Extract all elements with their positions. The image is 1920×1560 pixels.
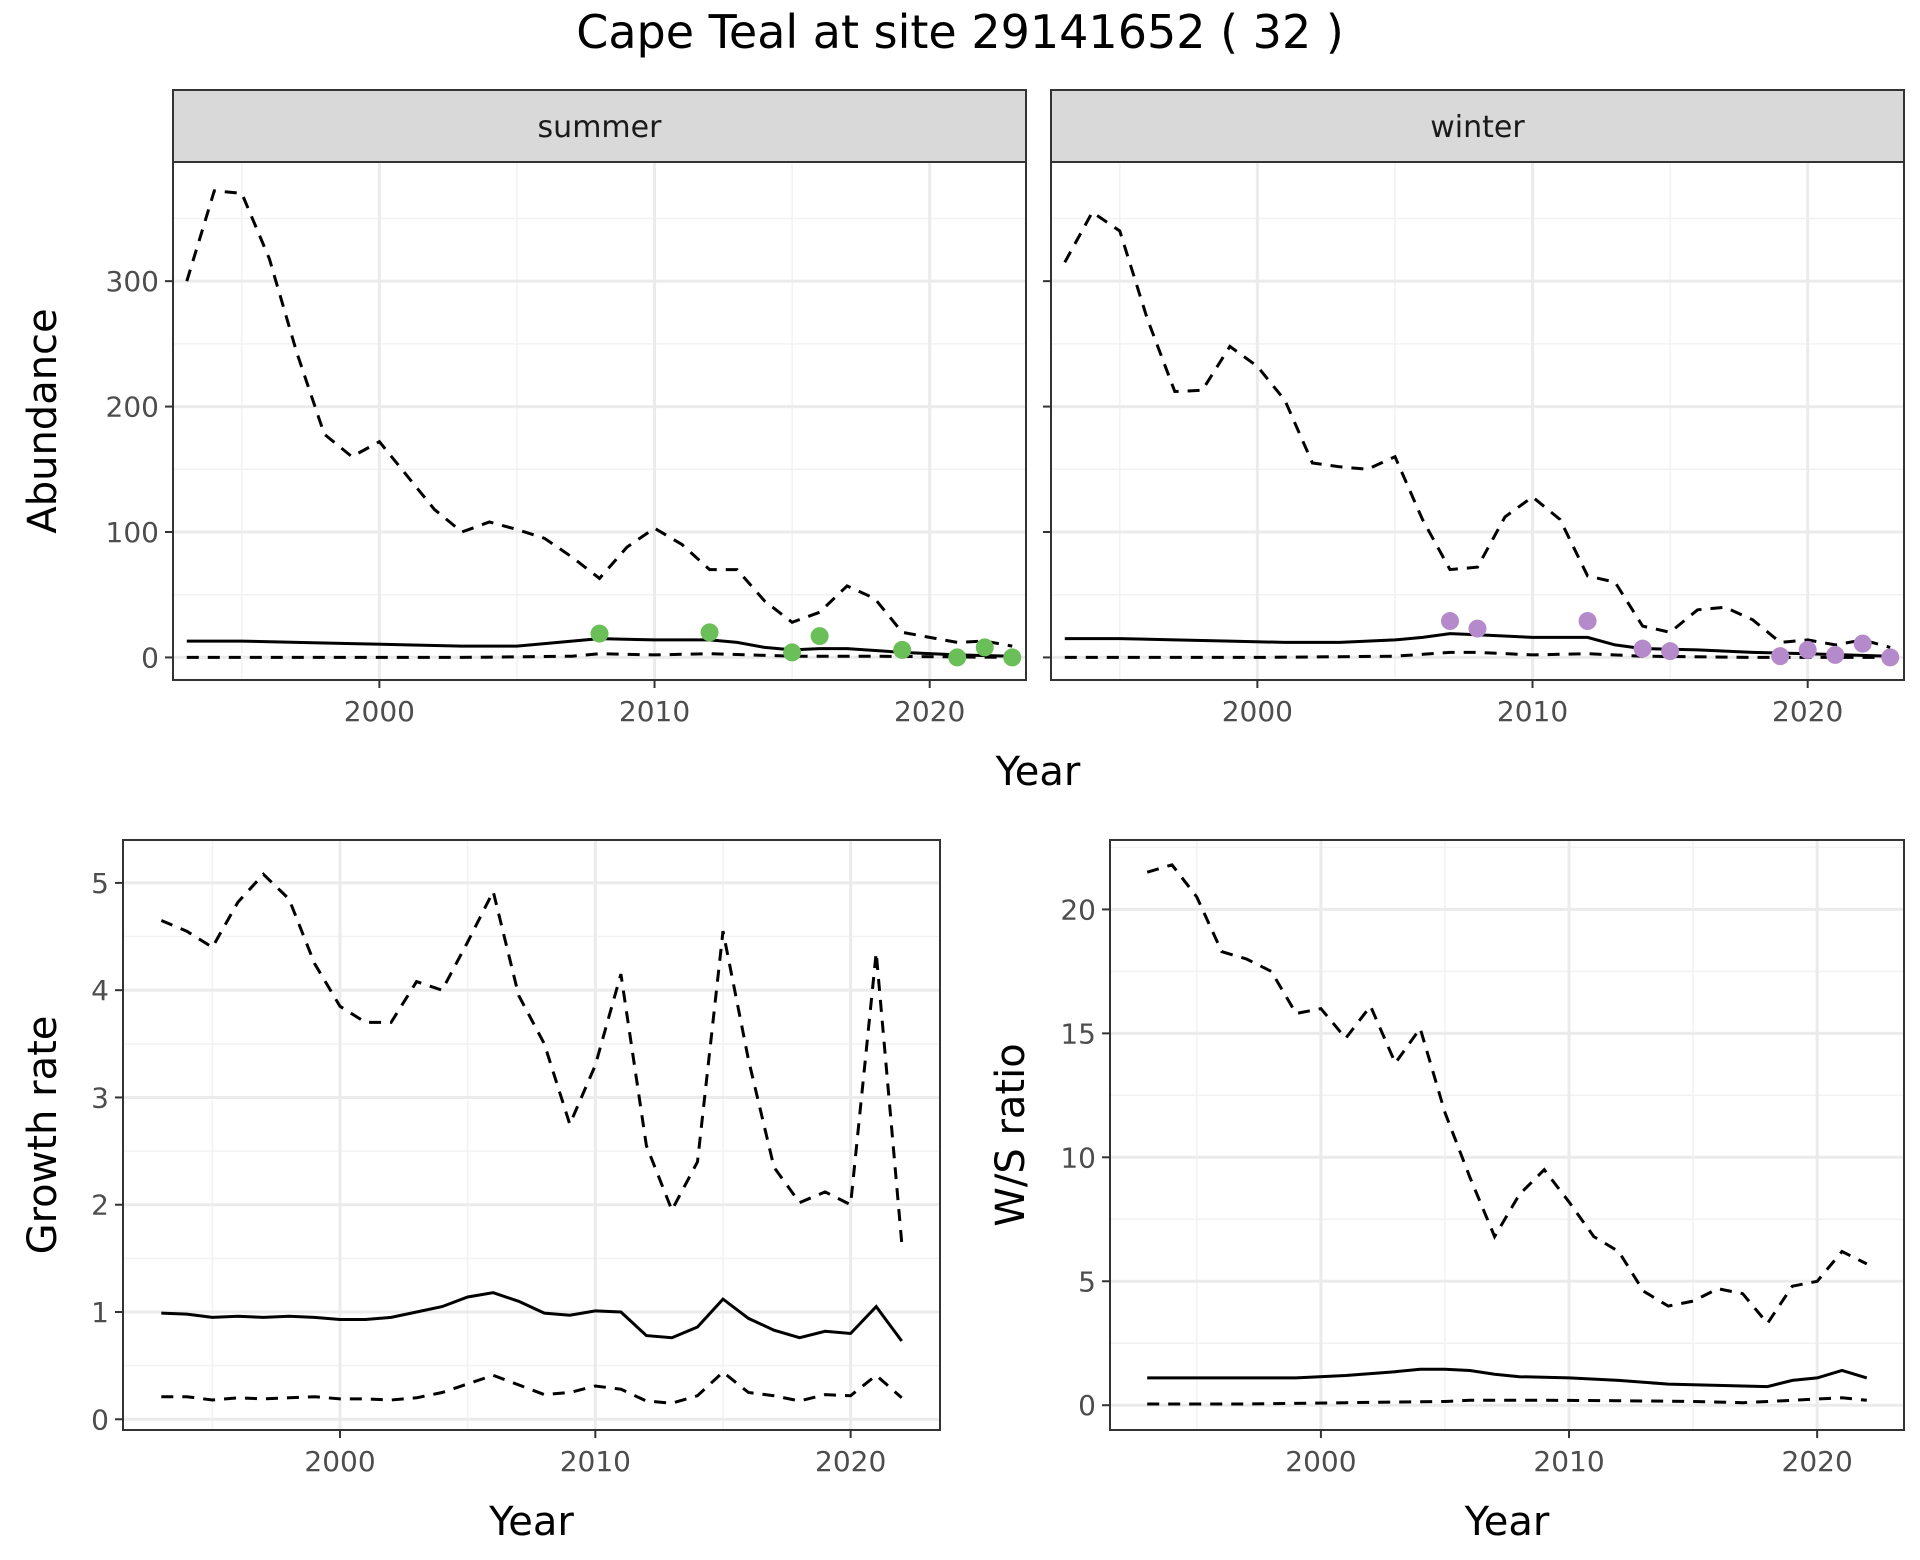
plot-background (123, 840, 940, 1430)
x-tick-label: 2000 (304, 1445, 375, 1478)
y-tick-label: 300 (106, 265, 159, 298)
y-tick-label: 0 (141, 641, 159, 674)
panel-growth-rate: 2000 2010 2020 0 1 2 3 4 5 Growth rate Year (20, 839, 941, 1545)
series-line-dashed-2 (1147, 1396, 1867, 1406)
y-tick-label: 5 (1078, 1265, 1096, 1298)
facet-label: winter (1430, 110, 1525, 145)
y-tick-label: 15 (1060, 1017, 1096, 1050)
series-line-dashed-0 (160, 872, 904, 1243)
series-line-solid-1 (161, 1291, 903, 1342)
y-tick-label: 0 (1078, 1389, 1096, 1422)
y-axis-title: Abundance (20, 308, 66, 533)
x-tick-label: 2010 (1497, 695, 1568, 728)
series-line-dashed-2 (1064, 650, 1891, 659)
x-tick-label: 2020 (815, 1445, 886, 1478)
panel-abundance-winter: winter 2000 2010 2020 (1043, 89, 1905, 728)
x-tick-label: 2020 (1782, 1445, 1853, 1478)
x-tick-label: 2000 (344, 695, 415, 728)
y-tick-label: 10 (1060, 1141, 1096, 1174)
data-point (1771, 647, 1790, 666)
x-tick-label: 2010 (560, 1445, 631, 1478)
data-point (1798, 640, 1817, 659)
data-point (1578, 612, 1597, 631)
x-tick-label: 2000 (1222, 695, 1293, 728)
y-tick-label: 2 (91, 1189, 109, 1222)
y-tick-label: 100 (106, 516, 159, 549)
x-axis-title: Year (488, 1499, 574, 1545)
y-tick-label: 1 (91, 1296, 109, 1329)
y-tick-label: 200 (106, 391, 159, 424)
plot-background (1110, 840, 1904, 1430)
data-point (1633, 639, 1652, 658)
series-line-solid-1 (186, 637, 1013, 658)
panel-abundance-summer: summer 2000 2010 2020 0 100 200 300 Abundance (20, 89, 1027, 728)
x-tick-label: 2020 (1772, 695, 1843, 728)
series-line-solid-1 (1147, 1367, 1868, 1389)
y-axis-title: W/S ratio (988, 1043, 1034, 1226)
data-point (700, 623, 719, 642)
data-point (1881, 648, 1900, 667)
y-tick-label: 20 (1060, 893, 1096, 926)
data-point (1468, 619, 1487, 638)
x-tick-label: 2020 (894, 695, 965, 728)
series-line-dashed-0 (1063, 210, 1891, 649)
data-point (1003, 648, 1022, 667)
data-point (1826, 645, 1845, 664)
data-point (590, 624, 609, 643)
plot-background (173, 162, 1026, 680)
data-point (975, 638, 994, 657)
data-point (783, 643, 802, 662)
data-point (810, 627, 829, 646)
panel-border (1050, 161, 1905, 681)
y-tick-label: 4 (91, 974, 109, 1007)
data-point (1853, 634, 1872, 653)
y-tick-label: 0 (91, 1403, 109, 1436)
chart-title: Cape Teal at site 29141652 ( 32 ) (576, 5, 1344, 59)
y-axis-title: Growth rate (20, 1016, 66, 1255)
series-line-solid-1 (1064, 632, 1891, 658)
series-line-dashed-0 (185, 189, 1013, 648)
panel-border (122, 839, 941, 1431)
facet-strip (172, 89, 1027, 163)
plot-background (1051, 162, 1904, 680)
panel-ws-ratio: 2000 2010 2020 0 5 10 15 20 W/S ratio Year (988, 839, 1905, 1545)
data-point (893, 640, 912, 659)
x-tick-label: 2000 (1285, 1445, 1356, 1478)
facet-label: summer (538, 110, 663, 145)
series-line-dashed-0 (1146, 863, 1868, 1326)
x-axis-title: Year (1464, 1499, 1550, 1545)
y-tick-label: 3 (91, 1081, 109, 1114)
data-point (1661, 642, 1680, 661)
data-point (948, 648, 967, 667)
data-point (1440, 612, 1459, 631)
panel-border (1109, 839, 1905, 1431)
panel-border (172, 161, 1027, 681)
y-tick-label: 5 (91, 867, 109, 900)
facet-x-axis-title: Year (995, 749, 1081, 795)
x-tick-label: 2010 (619, 695, 690, 728)
x-tick-label: 2010 (1533, 1445, 1604, 1478)
facet-strip (1050, 89, 1905, 163)
